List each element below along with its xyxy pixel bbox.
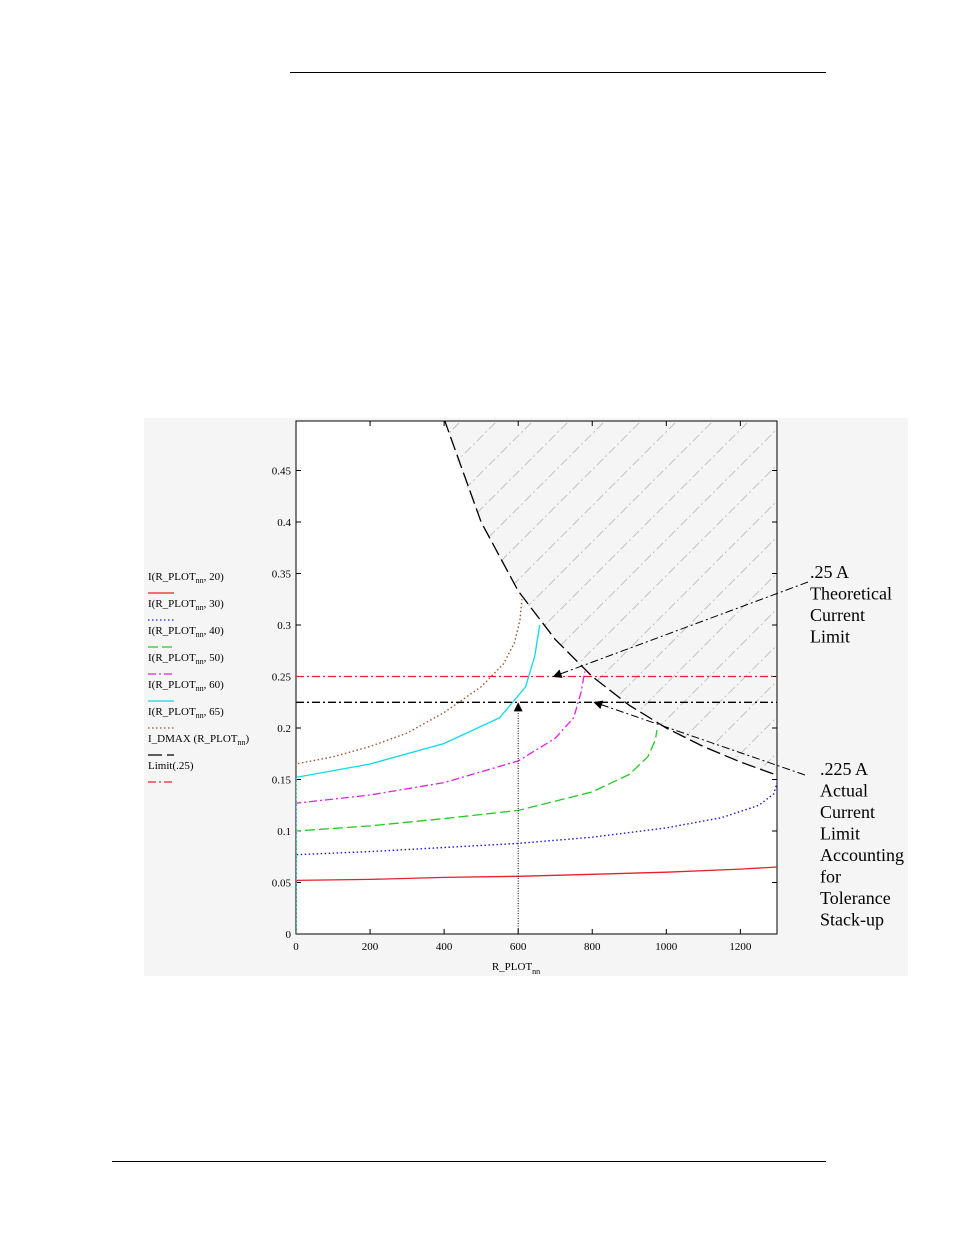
series-line-1: [296, 781, 777, 934]
hatch-line: [920, 414, 954, 934]
annotation-text-line: .25 A: [810, 562, 849, 582]
x-tick-label: 200: [362, 941, 379, 953]
hatch-line: [296, 421, 642, 767]
series-line-6: [444, 421, 777, 776]
legend-label-7: Limit(.25): [148, 760, 194, 772]
x-tick-label: 1200: [729, 941, 752, 953]
y-tick-label: 0.1: [277, 826, 291, 838]
annotation-text-line: Stack-up: [820, 910, 884, 930]
header-rule: [290, 72, 826, 73]
x-tick-label: 0: [293, 941, 299, 953]
annotation-1: .225 AActualCurrentLimitAccountingforTol…: [593, 700, 904, 930]
y-tick-label: 0: [286, 929, 292, 941]
legend-label-2: I(R_PLOTnn, 40): [148, 625, 224, 639]
legend-label-0: I(R_PLOTnn, 20): [148, 571, 224, 585]
y-tick-label: 0.45: [272, 466, 292, 478]
y-tick-label: 0.25: [272, 672, 292, 684]
plot-border: [295, 420, 778, 935]
annotation-text-line: Actual: [820, 781, 868, 801]
x-tick-label: 400: [436, 941, 453, 953]
annotation-text-line: Theoretical: [810, 584, 892, 604]
series-line-5: [296, 599, 523, 934]
y-tick-label: 0.3: [277, 620, 291, 632]
legend-label-5: I(R_PLOTnn, 65): [148, 706, 224, 720]
annotation-text-line: .225 A: [820, 759, 868, 779]
annotation-text-line: Limit: [810, 627, 850, 647]
hatch-line: [296, 421, 606, 731]
y-tick-label: 0.15: [272, 775, 292, 787]
y-tick-label: 0.05: [272, 878, 292, 890]
y-tick-label: 0.2: [277, 723, 291, 735]
annotation-text-line: Current: [810, 605, 865, 625]
legend-label-3: I(R_PLOTnn, 50): [148, 652, 224, 666]
plot-frame: [295, 420, 778, 935]
hatch-line: [296, 421, 678, 803]
legend: I(R_PLOTnn, 20) I(R_PLOTnn, 30) I(R_PLOTnn…: [148, 571, 250, 783]
annotation-arrow: [593, 700, 806, 776]
x-axis-label: R_PLOTnn: [492, 961, 540, 976]
annotation-text-line: for: [820, 867, 841, 887]
hatched-region: [296, 414, 954, 934]
feasible-region: [296, 421, 777, 934]
annotation-text-line: Current: [820, 802, 875, 822]
annotation-text-line: Tolerance: [820, 888, 891, 908]
x-tick-label: 800: [584, 941, 601, 953]
tick-labels: 0 200 400 600 800 1000 1200 0 0.05 0.1 0.15 0.2 0.25…: [272, 466, 752, 954]
legend-label-4: I(R_PLOTnn, 60): [148, 679, 224, 693]
x-tick-label: 1000: [655, 941, 678, 953]
y-tick-label: 0.35: [272, 569, 292, 581]
legend-label-1: I(R_PLOTnn, 30): [148, 598, 224, 612]
annotation-text-line: Accounting: [820, 845, 904, 865]
legend-label-6: I_DMAX (R_PLOTnn): [148, 733, 250, 747]
series-line-4: [296, 624, 541, 934]
annotation-text-line: Limit: [820, 824, 860, 844]
hatch-line: [296, 421, 714, 839]
annotation-arrow: [552, 581, 809, 678]
x-tick-label: 600: [510, 941, 527, 953]
footer-rule: [112, 1161, 826, 1162]
series-line-2: [296, 729, 658, 934]
y-tick-label: 0.4: [277, 517, 291, 529]
hatch-line: [296, 421, 570, 695]
